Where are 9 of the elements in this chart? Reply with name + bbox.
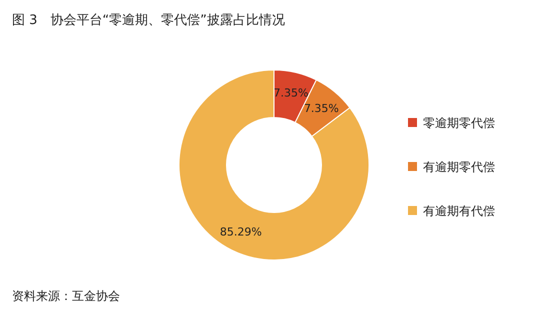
chart-title: 图 3 协会平台“零逾期、零代偿”披露占比情况: [12, 13, 285, 28]
legend-label: 有逾期有代偿: [423, 204, 495, 218]
data-label: 7.35%: [274, 86, 308, 100]
data-label: 7.35%: [304, 102, 339, 115]
donut-slice: [178, 70, 370, 260]
data-label: 85.29%: [220, 225, 262, 238]
text: 资料来源：互金协会: [12, 289, 120, 303]
legend-label: 零逾期零代偿: [423, 116, 495, 130]
legend-label: 有逾期零代偿: [423, 160, 495, 174]
